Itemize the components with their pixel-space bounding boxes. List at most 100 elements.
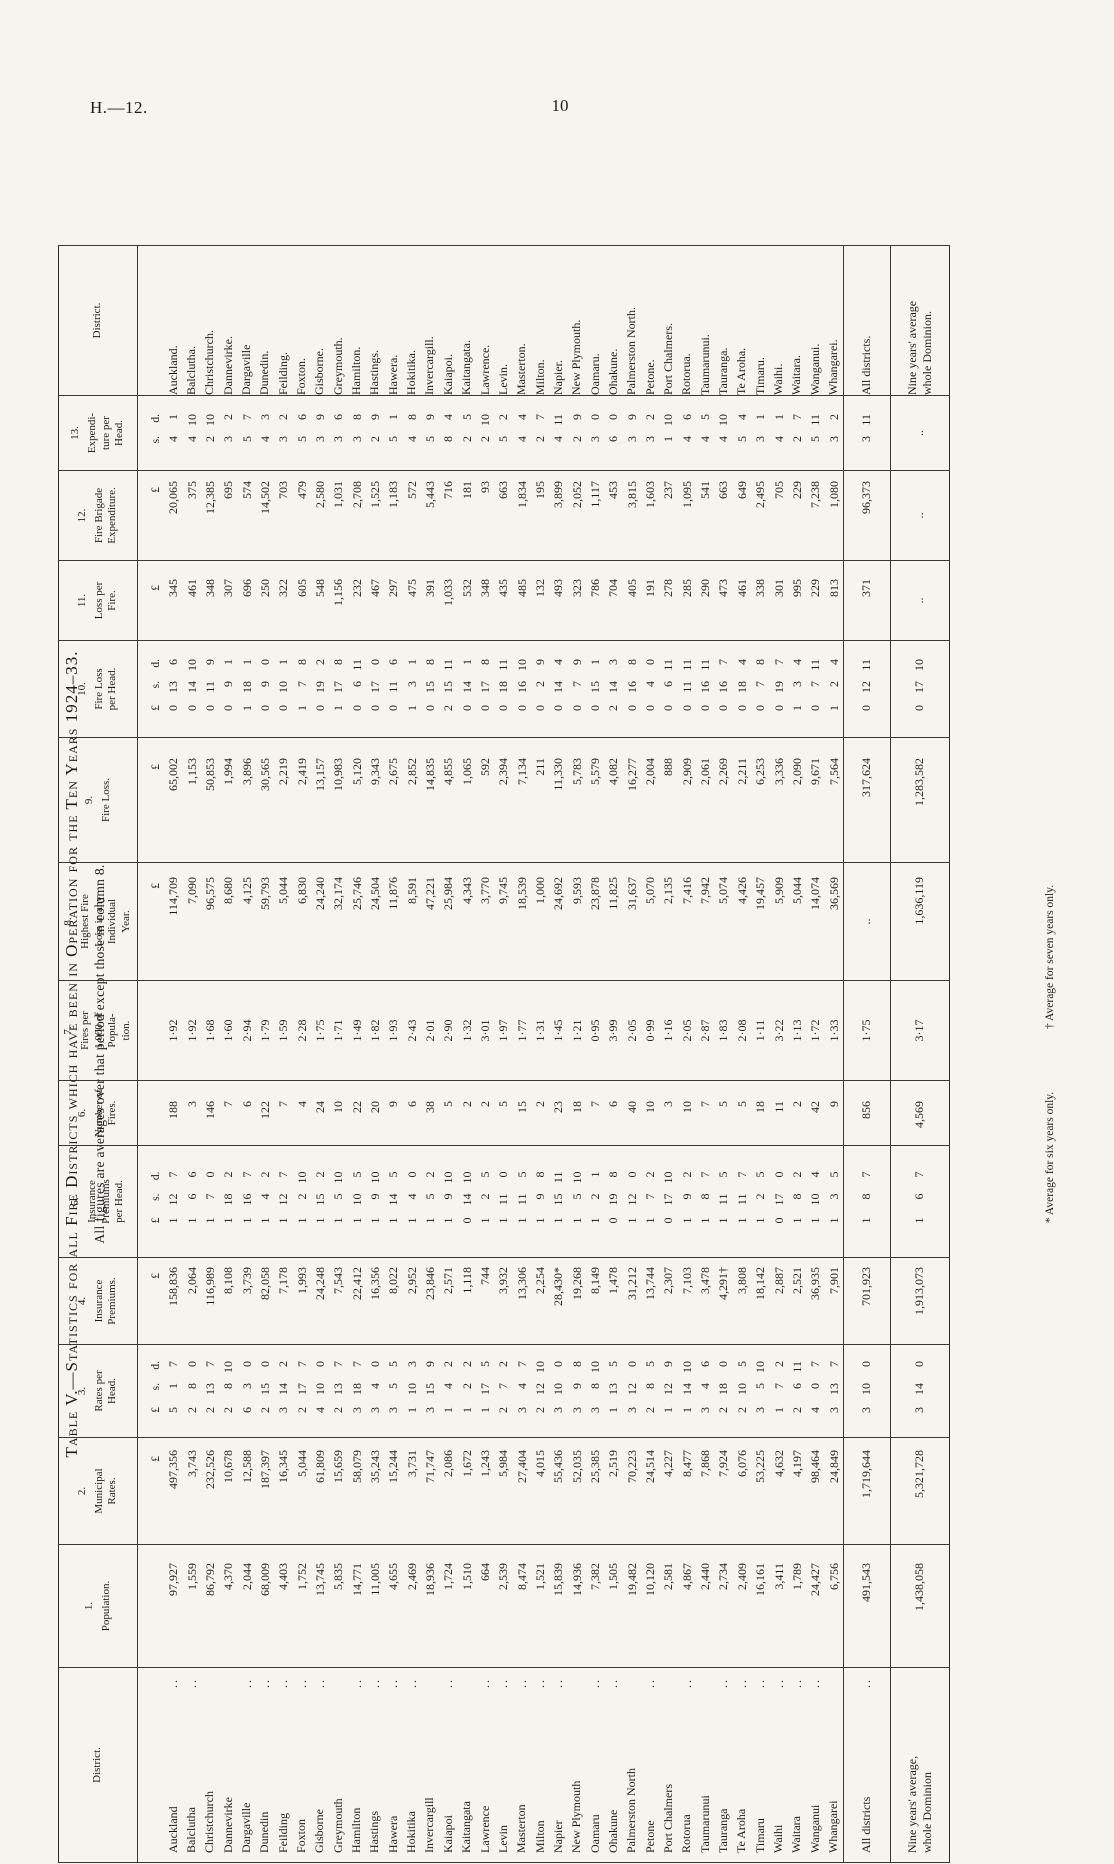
value-cell: 2,469 [402,1544,421,1668]
value-cell: 25,746 [347,862,366,981]
value-cell: 1,752 [292,1544,311,1668]
value-cell: 3,808 [732,1257,751,1345]
unit-cell [137,980,164,1081]
value-cell: 4,655 [384,1544,403,1668]
sd-part: 6 [331,414,346,420]
value-cell: 1 7 0 [200,1145,220,1258]
unit-cell [137,1667,164,1863]
sd-part: 4 [679,436,694,442]
value-cell: 2 15 0 [255,1344,275,1438]
sd-part: 8 [859,1193,874,1200]
sd-part: 19 [771,681,786,693]
sd-part: 2 [588,1193,603,1200]
district-name-left: Whangarei [824,1667,844,1863]
sd-part: 2 [789,1171,804,1178]
unit-cell: £ [137,1257,164,1345]
sd-part: 7 [496,1383,511,1389]
value-cell: 649 [732,470,751,561]
value-cell: 7 [274,1080,293,1146]
dot-leader: .. [239,1678,254,1688]
sd-part: 10 [404,1383,419,1395]
sd-part: 7 [239,414,254,420]
value-cell: 2 6 11 [787,1344,807,1438]
sd-part: 15 [588,681,603,693]
value-cell: 2 8 10 [219,1344,238,1438]
sd-part: 4 [441,414,456,420]
value-cell: 27 [787,395,807,471]
value-cell: 2 18 0 [714,1344,733,1438]
value-cell: 59,793 [255,862,275,981]
value-cell: 18 [567,1080,586,1146]
sd-part: 7 [826,1361,841,1367]
district-name: Hawera [385,1815,400,1853]
sd-part: 4 [734,659,749,665]
sd-part: 0 [276,705,291,711]
value-cell: 0 18 11 [494,640,513,738]
value-cell: 8,680 [219,862,238,981]
sd-part: 1 [184,1217,199,1224]
value-cell: 4,015 [530,1437,550,1545]
district-name: Napier [550,1820,565,1853]
sd-part: 12 [661,1383,676,1395]
value-cell: 307 [219,560,238,641]
sd-part: 0 [404,1171,419,1178]
value-cell: 0·99 [640,980,660,1081]
sd-part: 3 [331,436,346,442]
table-row: Milton.. 1,521 4,015 21210 2,254 198 2 1·31 1,00… [530,245,550,1863]
value-cell: 32 [640,395,660,471]
value-cell: 4,125 [237,862,256,981]
value-cell: 51 [384,395,403,471]
district-name-left: Kaiapoi.. [439,1667,458,1863]
value-cell: 47,221 [420,862,440,981]
unit-cell: £ [137,560,164,641]
value-cell: 0 6 11 [659,640,678,738]
district-name-right: Kaiapoi. [439,245,458,396]
value-cell: 2,887 [769,1257,788,1345]
rotated-table-region: Table V.—Statistics for all Fire Distric… [58,150,1062,1863]
value-cell: 53,225 [751,1437,770,1545]
value-cell: 1,438,058 [890,1544,950,1668]
value-cell: 1,243 [475,1437,495,1545]
sd-part: 2 [496,414,511,420]
district-name-left: Gisborne.. [310,1667,330,1863]
sd-part: 3 [826,1407,841,1413]
value-cell: 23,846 [420,1257,440,1345]
value-cell: 2 15 11 [439,640,458,738]
sd-part: 6 [679,414,694,420]
value-cell: 8,108 [219,1257,238,1345]
value-cell: 532 [457,560,476,641]
district-name: Lawrence [477,1805,492,1853]
value-cell: 405 [622,560,641,641]
value-cell: 2 7 2 [494,1344,513,1438]
sd-part: 7 [808,1361,823,1367]
value-cell: 485 [512,560,531,641]
value-cell: 3·99 [604,980,623,1081]
value-cell: 2,581 [659,1544,678,1668]
dot-leader: .. [859,1678,874,1688]
sd-part: 13 [202,1383,217,1395]
value-cell: 65,002 [164,737,183,863]
table-row: Kaitangata 1,510 1,672 122 1,118 01410 2 1·32 4,… [457,245,476,1863]
value-cell: 4 [292,1080,311,1146]
value-cell: 2,580 [310,470,330,561]
value-cell: 2·87 [695,980,715,1081]
sd-part: 8 [404,414,419,420]
table-row: Waitara.. 1,789 4,197 2611 2,521 182 2 1·13 5,04… [787,245,807,1863]
value-cell: 0 17 0 [769,1145,788,1258]
table-row: Hastings.. 11,005 35,243 340 16,356 1910 20 1·8… [365,245,385,1863]
sd-part: 3 [349,1407,364,1413]
sd-part: 0 [808,1383,823,1389]
sd-part: 15 [551,1193,566,1206]
sd-part: 11 [859,659,874,671]
sd-part: 1 [771,414,786,420]
value-cell: 4,370 [219,1544,238,1668]
value-cell: 13,157 [310,737,330,863]
value-cell: 3,815 [622,470,641,561]
district-name: Nine years' average, whole Dominion [904,1755,934,1853]
sd-part: 7 [294,1361,309,1367]
value-cell: 0 13 6 [164,640,183,738]
value-cell: 22 [347,1080,366,1146]
value-cell: 1·59 [274,980,293,1081]
sd-part: 2 [753,1193,768,1200]
sd-part: 3 [569,1407,584,1413]
